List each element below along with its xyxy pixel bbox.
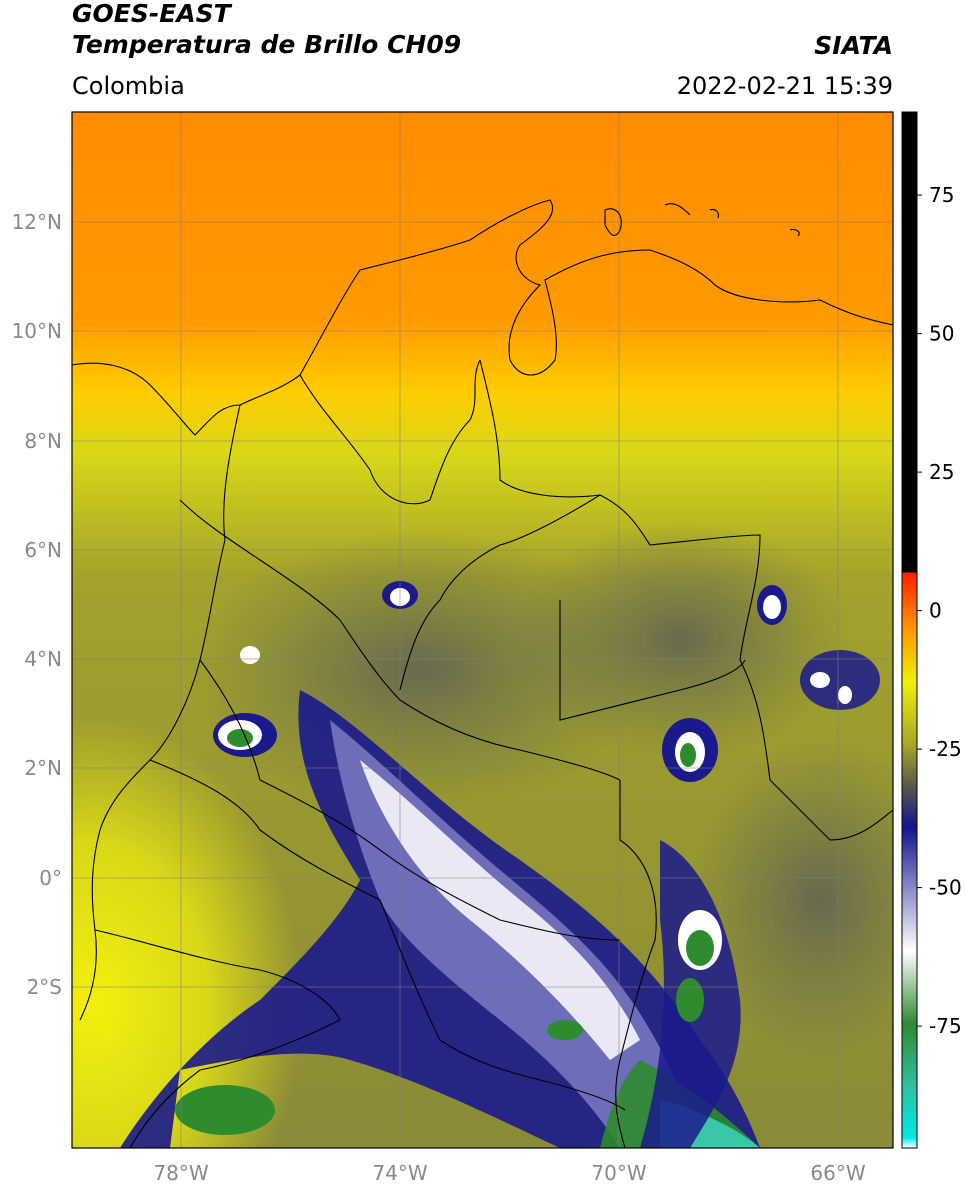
lat-label-0: 0° — [39, 866, 62, 890]
country-borders — [72, 199, 893, 1148]
colorbar-ramp — [902, 112, 917, 1148]
lat-label-12N: 12°N — [12, 210, 62, 234]
colorbar-label: 0 — [929, 599, 942, 623]
colorbar-frame — [901, 111, 918, 1149]
lat-label-10N: 10°N — [12, 319, 62, 343]
title-satellite: GOES-EAST — [72, 0, 231, 28]
colorbar-label: -75 — [929, 1014, 962, 1038]
datetime-label: 2022-02-21 15:39 — [676, 72, 893, 100]
colorbar-label: 75 — [929, 183, 954, 207]
graticule — [72, 112, 893, 1148]
colorbar-label: -50 — [929, 876, 962, 900]
title-product: Temperatura de Brillo CH09 — [72, 30, 462, 59]
source-label: SIATA — [814, 31, 893, 60]
lat-label-6N: 6°N — [24, 538, 62, 562]
lon-label-78W: 78°W — [153, 1161, 208, 1185]
latitude-labels: 12°N 10°N 8°N 6°N 4°N 2°N 0° 2°S — [12, 210, 62, 999]
colorbar-label: -25 — [929, 737, 962, 761]
colorbar-label: 50 — [929, 322, 954, 346]
region-label: Colombia — [72, 72, 185, 100]
lon-label-70W: 70°W — [591, 1161, 646, 1185]
map-frame — [71, 111, 894, 1149]
brightness-temperature-field — [72, 112, 893, 1148]
lon-label-66W: 66°W — [810, 1161, 865, 1185]
lat-label-2N: 2°N — [24, 756, 62, 780]
lon-label-74W: 74°W — [372, 1161, 427, 1185]
lat-label-2S: 2°S — [27, 975, 62, 999]
longitude-labels: 78°W 74°W 70°W 66°W — [153, 1161, 865, 1185]
colorbar: 75 50 25 0 -25 -50 -75 — [901, 111, 962, 1149]
colorbar-label: 25 — [929, 460, 954, 484]
lat-label-8N: 8°N — [24, 429, 62, 453]
lat-label-4N: 4°N — [24, 647, 62, 671]
